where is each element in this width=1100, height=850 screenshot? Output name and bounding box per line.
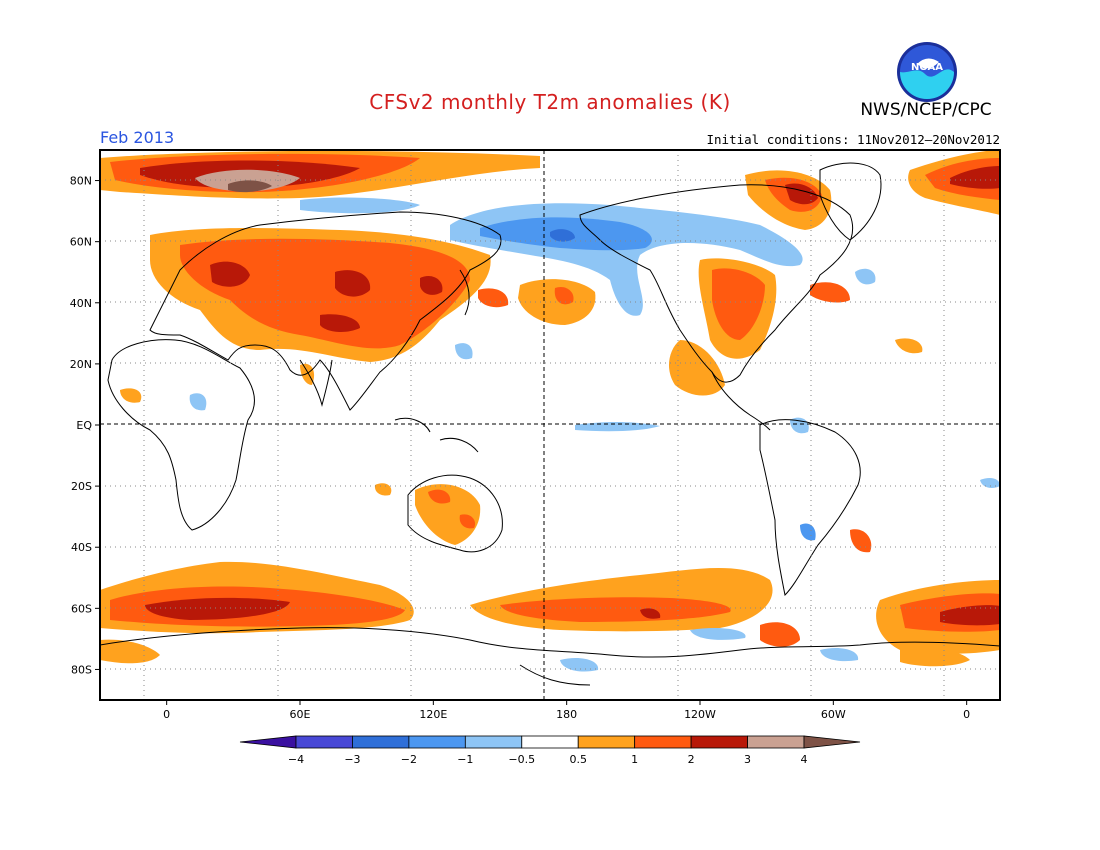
lat-label: 40N	[70, 297, 92, 310]
colorbar-label: −2	[401, 753, 417, 766]
colorbar: −4 −3 −2 −1 −0.5 0.5 1 2 3 4	[240, 736, 860, 766]
colorbar-segment	[352, 736, 408, 748]
colorbar-label: −4	[288, 753, 304, 766]
lon-label: 0	[163, 708, 170, 721]
colorbar-label: −0.5	[508, 753, 535, 766]
lon-label: 0	[963, 708, 970, 721]
lat-label: EQ	[76, 419, 92, 432]
colorbar-segment	[522, 736, 578, 748]
anomaly-map: 80N60N40N20NEQ20S40S60S80S 0 60E 120E 180 12…	[0, 0, 1100, 850]
colorbar-label: 0.5	[569, 753, 587, 766]
colorbar-label: −3	[344, 753, 360, 766]
lat-label: 40S	[71, 541, 92, 554]
colorbar-segment	[578, 736, 634, 748]
colorbar-segment	[409, 736, 465, 748]
colorbar-segment	[465, 736, 521, 748]
lon-label: 120W	[684, 708, 716, 721]
colorbar-label: 1	[631, 753, 638, 766]
lat-label: 80S	[71, 663, 92, 676]
colorbar-segment	[748, 736, 804, 748]
lat-label: 80N	[70, 175, 92, 188]
lon-label: 60E	[290, 708, 311, 721]
lon-label: 180	[556, 708, 577, 721]
colorbar-low-triangle	[240, 736, 296, 748]
lon-label: 120E	[419, 708, 447, 721]
lat-label: 20S	[71, 480, 92, 493]
latitude-labels: 80N 60N 40N 20N EQ 20S 40S 60S 80S	[70, 175, 93, 677]
colorbar-label: −1	[457, 753, 473, 766]
longitude-labels: 0 60E 120E 180 120W 60W 0	[163, 708, 970, 721]
colorbar-label: 4	[801, 753, 808, 766]
colorbar-label: 3	[744, 753, 751, 766]
colorbar-high-triangle	[804, 736, 860, 748]
lon-label: 60W	[821, 708, 846, 721]
colorbar-segment	[296, 736, 352, 748]
lat-label: 60N	[70, 236, 92, 249]
colorbar-segment	[691, 736, 747, 748]
colorbar-label: 2	[688, 753, 695, 766]
colorbar-segment	[635, 736, 691, 748]
lat-label: 20N	[70, 358, 92, 371]
lat-label: 60S	[71, 602, 92, 615]
